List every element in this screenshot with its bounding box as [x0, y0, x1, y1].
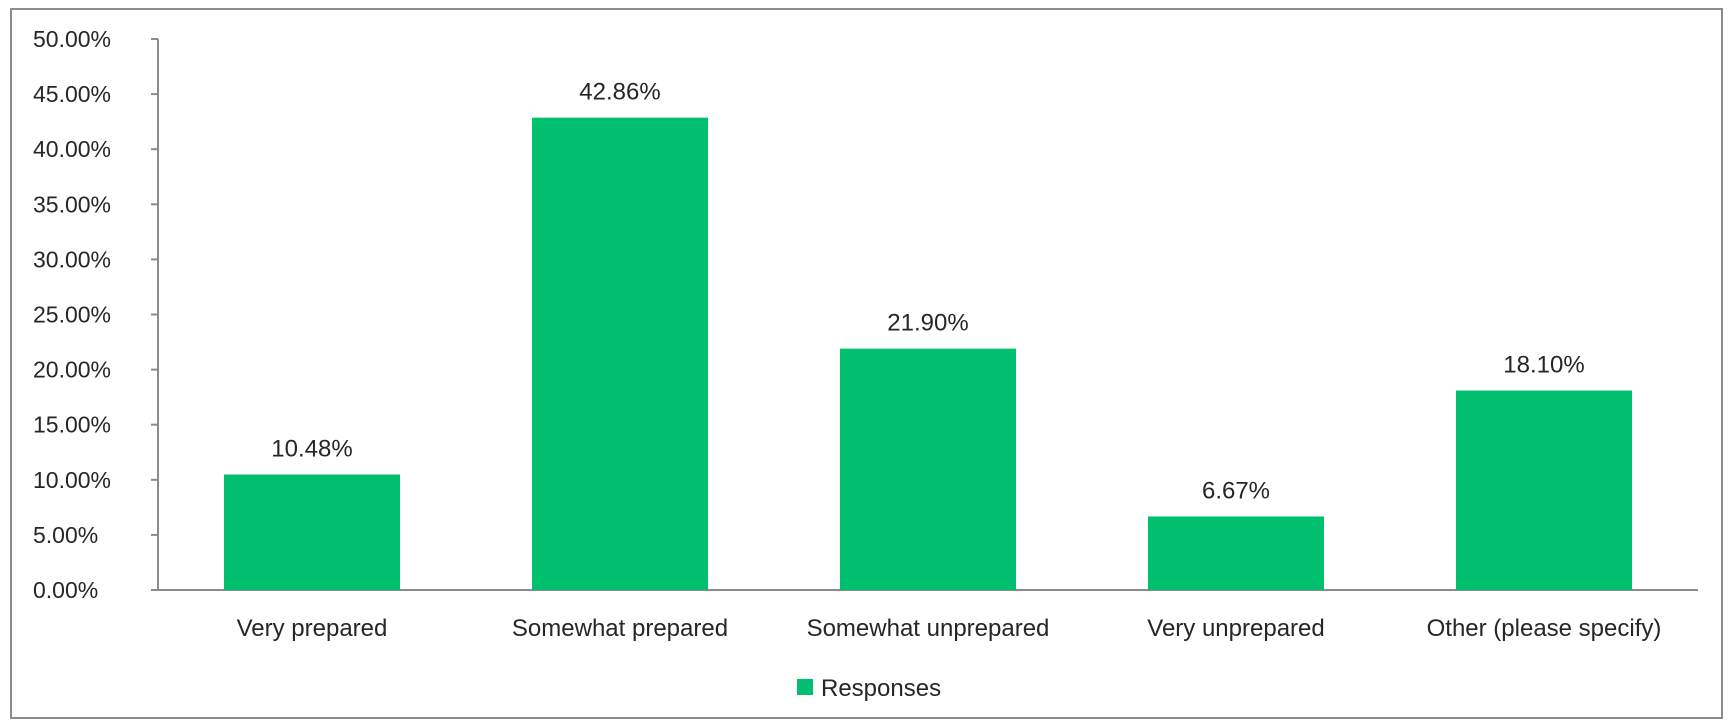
- y-tick-label: 35.00%: [33, 191, 111, 217]
- y-axis: 0.00% 5.00% 10.00% 15.00% 20.00% 25.00% 30.00%…: [33, 26, 159, 603]
- y-tick-label: 15.00%: [33, 412, 111, 438]
- bar: [532, 117, 708, 590]
- bars: [224, 117, 1632, 590]
- bar: [224, 474, 400, 590]
- y-tick-label: 10.00%: [33, 467, 111, 493]
- bar: [840, 348, 1016, 590]
- bar: [1148, 516, 1324, 590]
- y-tick-label: 50.00%: [33, 26, 111, 52]
- x-tick-label: Somewhat unprepared: [807, 615, 1050, 642]
- y-tick-label: 25.00%: [33, 302, 111, 328]
- y-tick-label: 30.00%: [33, 246, 111, 272]
- bar: [1456, 390, 1632, 590]
- legend-swatch: [797, 679, 813, 695]
- data-labels: 10.48% 42.86% 21.90% 6.67% 18.10%: [271, 79, 1584, 505]
- y-tick-label: 40.00%: [33, 136, 111, 162]
- y-tick-label: 5.00%: [33, 522, 98, 548]
- x-tick-label: Very unprepared: [1147, 615, 1324, 642]
- legend: Responses: [797, 675, 941, 702]
- x-tick-label: Very prepared: [237, 615, 388, 642]
- y-tick-label: 0.00%: [33, 577, 98, 603]
- y-tick-label: 20.00%: [33, 357, 111, 383]
- category-labels: Very prepared Somewhat prepared Somewhat u…: [237, 615, 1662, 642]
- data-label: 21.90%: [887, 310, 968, 337]
- data-label: 10.48%: [271, 436, 352, 463]
- legend-label: Responses: [821, 675, 941, 702]
- x-tick-label: Somewhat prepared: [512, 615, 728, 642]
- data-label: 42.86%: [579, 79, 660, 106]
- y-tick-label: 45.00%: [33, 81, 111, 107]
- x-tick-label: Other (please specify): [1427, 615, 1662, 642]
- data-label: 6.67%: [1202, 477, 1270, 504]
- data-label: 18.10%: [1503, 352, 1584, 379]
